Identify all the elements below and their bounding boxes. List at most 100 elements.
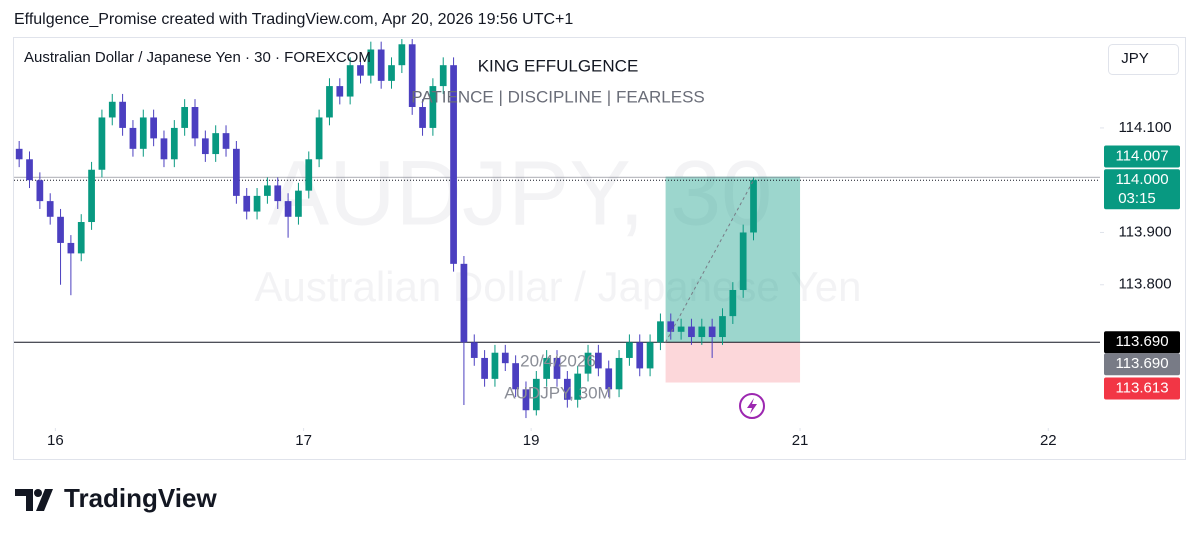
candle-body	[708, 326, 716, 338]
currency-button[interactable]	[1108, 44, 1179, 75]
candle-body	[88, 169, 95, 223]
candle-body	[750, 180, 757, 233]
candle-body	[222, 133, 230, 149]
price-label: 113.690	[1115, 355, 1168, 372]
candle-body	[57, 216, 64, 243]
candle-body	[470, 342, 478, 358]
candle-body	[584, 352, 592, 374]
candle-body	[129, 127, 137, 149]
candle-body	[15, 148, 23, 160]
candle-body	[98, 117, 106, 170]
y-tick-label: 113.800	[1118, 276, 1171, 293]
candle-body	[150, 117, 157, 139]
x-tick-label: 17	[295, 432, 312, 449]
candle-body	[419, 107, 426, 128]
annotation: 20/4/2026	[520, 351, 596, 370]
countdown: 03:15	[1118, 190, 1156, 207]
header: Effulgence_Promise created with TradingV…	[14, 11, 573, 28]
candle-body	[139, 117, 147, 149]
candle-body	[615, 357, 623, 390]
candle-body	[563, 378, 571, 400]
candle-body	[212, 133, 220, 155]
candle-body	[574, 373, 582, 400]
candle-body	[719, 316, 726, 338]
price-label: 113.613	[1115, 379, 1168, 396]
candle-body	[46, 201, 54, 217]
candle-body	[729, 289, 737, 317]
watermark-name: Australian Dollar / Japanese Yen	[254, 263, 861, 310]
candle-body	[201, 138, 209, 155]
candle-body	[657, 321, 664, 343]
candle-body	[160, 138, 168, 160]
y-tick-label: 114.100	[1118, 119, 1171, 136]
candle-body	[460, 263, 468, 343]
candle-body	[315, 117, 323, 160]
candle-body	[739, 232, 747, 290]
annotation: AUDJPY, 30M	[504, 383, 611, 402]
x-tick-label: 19	[523, 432, 540, 449]
candle-body	[243, 195, 251, 212]
brand: TradingView	[64, 483, 217, 513]
annotation: KING EFFULGENCE	[478, 56, 639, 75]
candle-body	[450, 65, 457, 264]
candle-body	[398, 44, 406, 66]
currency-label[interactable]: JPY	[1121, 50, 1149, 67]
candle-body	[346, 65, 354, 97]
candle-body	[481, 357, 488, 379]
y-tick-label: 113.900	[1118, 223, 1171, 240]
candle-body	[543, 357, 551, 379]
candle-body	[233, 148, 240, 196]
price-label-box	[1104, 377, 1180, 400]
price-label-box	[1104, 331, 1180, 354]
candle-body	[305, 159, 313, 191]
candle-body	[646, 342, 654, 369]
price-label-box	[1104, 145, 1180, 168]
plot-area	[14, 39, 1100, 419]
price-label: 114.000	[1115, 171, 1168, 188]
candle-body	[491, 352, 499, 379]
candle-body	[326, 86, 333, 118]
candle-body	[532, 378, 540, 411]
candle-body	[595, 352, 602, 369]
candle-body	[388, 65, 395, 81]
price-label-box	[1104, 169, 1180, 210]
candle-body	[667, 321, 675, 332]
candle-body	[191, 107, 199, 139]
candle-body	[408, 44, 416, 108]
candle-body	[67, 242, 75, 254]
candle-body	[429, 86, 437, 128]
chart-frame	[13, 37, 1186, 460]
candle-body	[253, 195, 261, 212]
candle-body	[522, 389, 530, 411]
candle-body	[698, 326, 706, 338]
candle-body	[553, 357, 561, 379]
candle-body	[108, 101, 116, 118]
annotation: PATIENCE | DISCIPLINE | FEARLESS	[411, 87, 705, 106]
candle-body	[36, 180, 44, 202]
candle-body	[295, 190, 302, 217]
candle-body	[181, 107, 189, 128]
x-tick-label: 22	[1040, 432, 1057, 449]
candle-body	[264, 185, 271, 196]
candle-body	[170, 127, 178, 160]
candle-body	[512, 363, 519, 390]
candle-body	[688, 326, 695, 338]
candle-body	[274, 185, 282, 202]
x-tick-label: 16	[47, 432, 64, 449]
candle-body	[284, 201, 292, 217]
candle-body	[357, 65, 364, 76]
watermark-symbol: AUDJPY, 30	[268, 142, 773, 244]
alert-icon[interactable]	[739, 393, 765, 419]
candle-body	[626, 342, 633, 358]
price-label: 113.690	[1115, 333, 1168, 350]
candle-body	[605, 368, 613, 390]
candle-body	[26, 159, 33, 181]
brand-logo	[15, 489, 53, 511]
candle-body	[439, 65, 447, 87]
candle-body	[77, 222, 85, 254]
candle-body	[677, 326, 685, 332]
x-tick-label: 21	[792, 432, 809, 449]
candle-body	[377, 49, 385, 81]
position-path	[665, 179, 754, 343]
